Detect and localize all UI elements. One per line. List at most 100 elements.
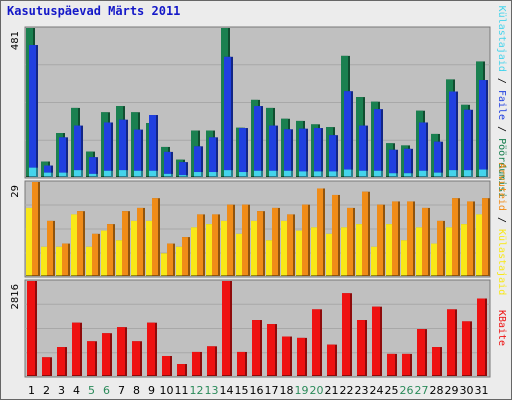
- bar-Külastajaid-12: [194, 172, 203, 177]
- bar-Faile-11-face: [179, 162, 186, 176]
- x-tick-label-11: 11: [175, 384, 189, 397]
- bar-KBaite-13: [207, 346, 217, 376]
- bar-Külastajaid-4-face: [71, 214, 77, 275]
- bar-Külastajaid-25-face: [386, 224, 392, 275]
- bar-Külastajaid-25: [389, 173, 398, 177]
- bar-KBaite-5: [87, 341, 97, 376]
- bar-KBaite-2: [42, 357, 52, 376]
- bar-Külastajaid-20-face: [314, 171, 321, 176]
- bar-Faile-24: [374, 109, 383, 177]
- bar-Arvuteid-22-face: [347, 207, 353, 275]
- bar-Külastajaid-27: [416, 227, 424, 276]
- bar-Külastajaid-21: [329, 171, 338, 177]
- bar-Arvuteid-8-face: [137, 207, 143, 275]
- bar-Arvuteid-14-face: [227, 204, 233, 275]
- x-tick-label-16: 16: [250, 384, 264, 397]
- bar-Faile-8: [134, 129, 143, 177]
- bar-Külastajaid-24: [371, 246, 379, 276]
- bar-Faile-29-face: [449, 91, 456, 176]
- bar-Külastajaid-10-face: [164, 173, 171, 176]
- bar-Arvuteid-10-face: [167, 243, 173, 275]
- x-tick-label-13: 13: [205, 384, 219, 397]
- bar-Arvuteid-26-face: [407, 201, 413, 275]
- bar-KBaite-20: [312, 309, 322, 376]
- bar-Faile-21-face: [329, 135, 336, 176]
- x-tick-label-28: 28: [430, 384, 444, 397]
- x-tick-label-14: 14: [220, 384, 234, 397]
- bar-Faile-7: [119, 119, 128, 177]
- bar-Külastajaid-29-face: [449, 170, 456, 176]
- bar-Külastajaid-27-face: [419, 170, 426, 176]
- bar-KBaite-9-face: [147, 322, 155, 375]
- bar-KBaite-7: [117, 327, 127, 376]
- bar-Arvuteid-17: [272, 207, 280, 276]
- bar-Faile-4-face: [74, 125, 81, 176]
- bar-KBaite-11-face: [177, 364, 185, 375]
- bar-Külastajaid-11: [176, 246, 184, 276]
- bar-Külastajaid-30: [461, 224, 469, 276]
- bar-Faile-15-face: [239, 128, 246, 176]
- bar-KBaite-6-face: [102, 333, 110, 375]
- bar-KBaite-15-face: [237, 351, 245, 375]
- x-tick-label-2: 2: [43, 384, 50, 397]
- bar-KBaite-16: [252, 320, 262, 376]
- bar-Külastajaid-19-face: [296, 230, 302, 275]
- bar-Külastajaid-3-face: [56, 246, 62, 275]
- bar-Arvuteid-31: [482, 198, 490, 276]
- bar-Külastajaid-4: [71, 214, 79, 276]
- bar-KBaite-16-face: [252, 320, 260, 375]
- bar-Külastajaid-2-face: [41, 246, 47, 275]
- bar-Külastajaid-30: [464, 170, 473, 177]
- bar-Arvuteid-3: [62, 243, 70, 276]
- bar-KBaite-27-face: [417, 329, 425, 375]
- x-tick-label-10: 10: [160, 384, 174, 397]
- bar-Külastajaid-15-face: [236, 233, 242, 275]
- bar-Arvuteid-20-face: [317, 188, 323, 275]
- bar-Faile-1: [29, 45, 38, 178]
- bar-KBaite-14: [222, 281, 232, 376]
- bar-KBaite-14-face: [222, 281, 230, 375]
- bar-KBaite-1-face: [27, 281, 35, 375]
- x-tick-label-6: 6: [103, 384, 110, 397]
- bar-Arvuteid-6-face: [107, 224, 113, 275]
- bar-Külastajaid-10: [164, 173, 173, 177]
- bar-Külastajaid-1-face: [26, 207, 32, 275]
- bar-Arvuteid-5: [92, 233, 100, 276]
- x-tick-label-31: 31: [475, 384, 489, 397]
- bar-Külastajaid-27: [419, 170, 428, 177]
- bar-Külastajaid-22: [341, 227, 349, 276]
- bar-Külastajaid-10: [161, 253, 169, 276]
- bar-Faile-3: [59, 137, 68, 177]
- bar-Külastajaid-1-face: [29, 167, 36, 176]
- bar-Külastajaid-14: [224, 170, 233, 177]
- bar-KBaite-12-face: [192, 351, 200, 375]
- bar-Külastajaid-22-face: [344, 169, 351, 176]
- bar-Külastajaid-18-face: [284, 170, 291, 176]
- x-tick-label-5: 5: [88, 384, 95, 397]
- panel-1-ymax-label: 481: [10, 31, 21, 50]
- bar-Arvuteid-18: [287, 214, 295, 276]
- bar-Arvuteid-20: [317, 188, 325, 276]
- bar-Faile-17-face: [269, 125, 276, 176]
- bar-Faile-28: [434, 141, 443, 177]
- legend-entry-Faile: Faile: [496, 90, 507, 120]
- bar-Külastajaid-4: [74, 170, 83, 177]
- x-tick-label-26: 26: [400, 384, 414, 397]
- bar-Faile-27-face: [419, 122, 426, 176]
- bar-Külastajaid-29-face: [446, 227, 452, 275]
- bar-Külastajaid-27-face: [416, 227, 422, 275]
- bar-Faile-4: [74, 125, 83, 177]
- bar-Külastajaid-10-face: [161, 253, 167, 275]
- bar-Külastajaid-9-face: [146, 220, 152, 275]
- bar-Külastajaid-20: [311, 227, 319, 276]
- legend-entry-Pöördumisi: Pöördumisi: [496, 138, 507, 198]
- bar-Külastajaid-19: [296, 230, 304, 276]
- bar-Faile-1-face: [29, 45, 36, 177]
- bar-KBaite-5-face: [87, 341, 95, 375]
- bar-Faile-19: [299, 128, 308, 177]
- bar-KBaite-20-face: [312, 309, 320, 375]
- bar-KBaite-31-face: [477, 298, 485, 375]
- bar-Arvuteid-5-face: [92, 233, 98, 275]
- bar-Arvuteid-22: [347, 207, 355, 276]
- bar-KBaite-19-face: [297, 337, 305, 375]
